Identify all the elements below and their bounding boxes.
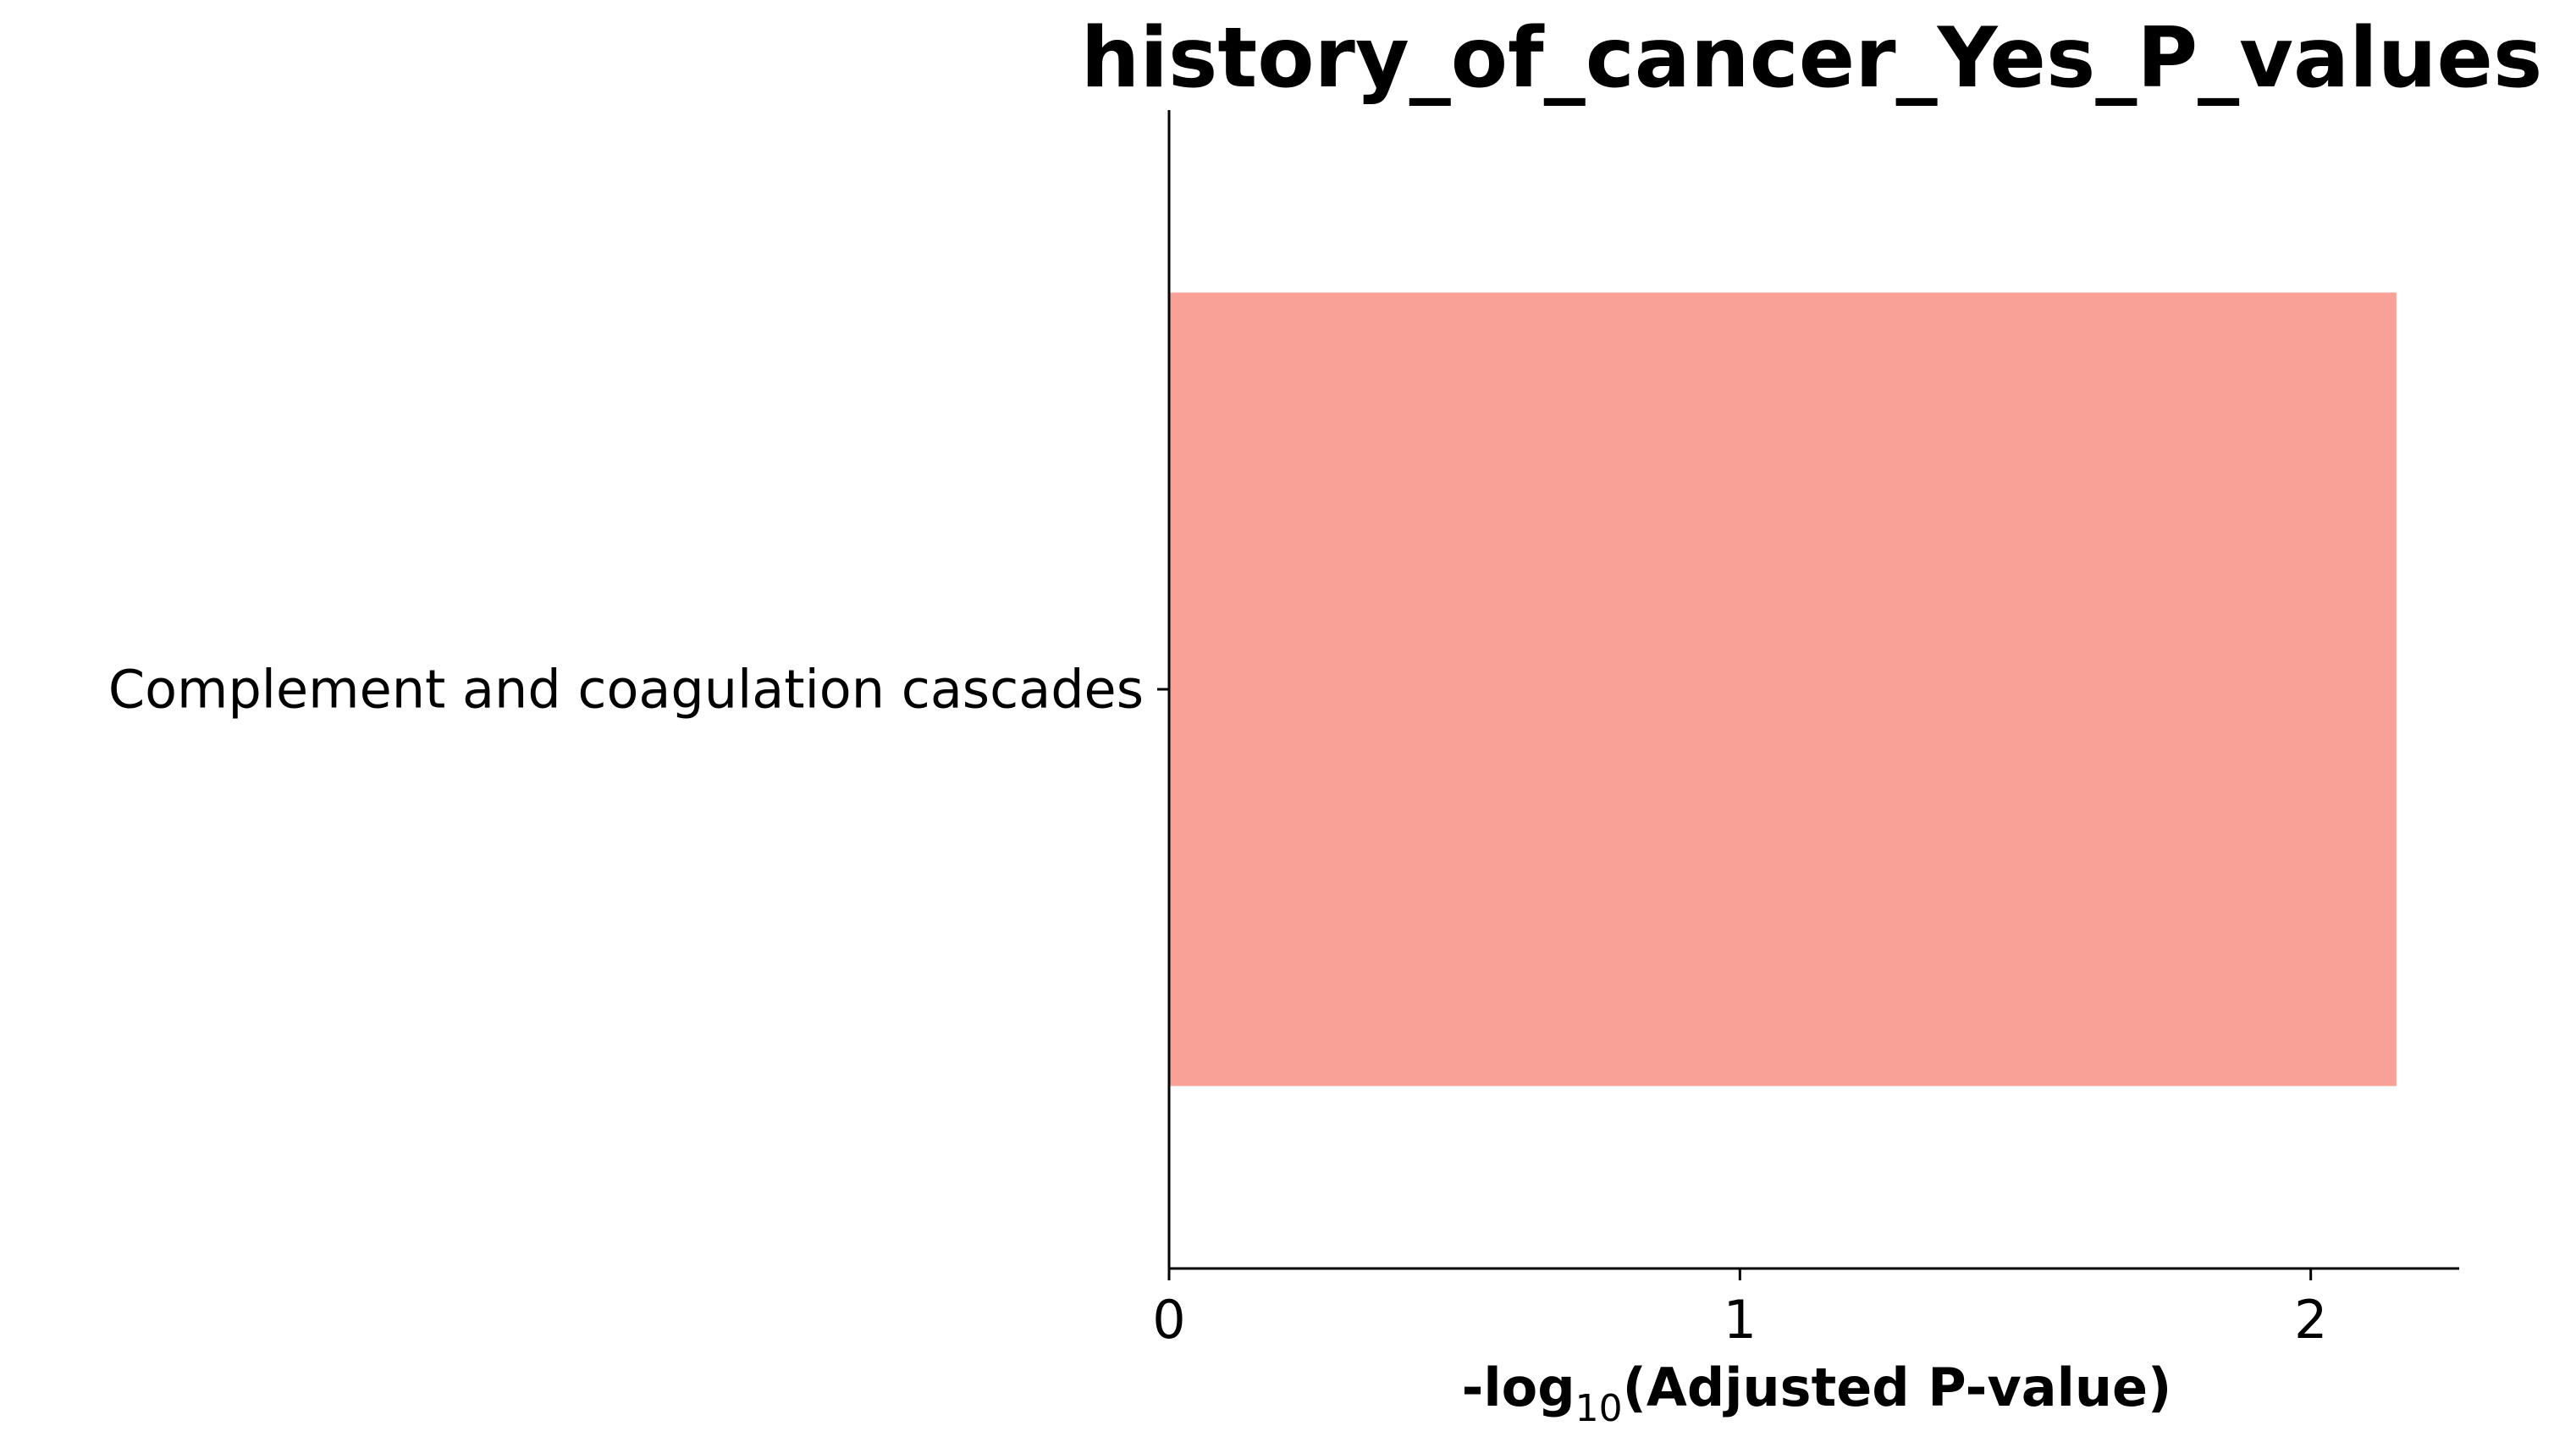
x-tick-label-2: 2	[2294, 1289, 2327, 1351]
x-axis-label-prefix: -log	[1462, 1357, 1575, 1418]
x-axis-label-suffix: (Adjusted P-value)	[1623, 1357, 2172, 1418]
y-tick-label-0: Complement and coagulation cascades	[108, 659, 1144, 721]
x-axis-label: -log10(Adjusted P-value)	[1462, 1357, 2172, 1430]
x-axis-label-subscript: 10	[1575, 1387, 1623, 1430]
bar-0	[1169, 292, 2397, 1086]
x-ticks-layer: 0 1 2	[1152, 1268, 2327, 1351]
bars-layer	[1169, 292, 2397, 1086]
y-ticks-layer: Complement and coagulation cascades	[108, 659, 1169, 721]
x-tick-label-0: 0	[1152, 1289, 1185, 1351]
x-tick-label-1: 1	[1724, 1289, 1757, 1351]
chart-title: history_of_cancer_Yes_P_values	[1081, 10, 2543, 107]
